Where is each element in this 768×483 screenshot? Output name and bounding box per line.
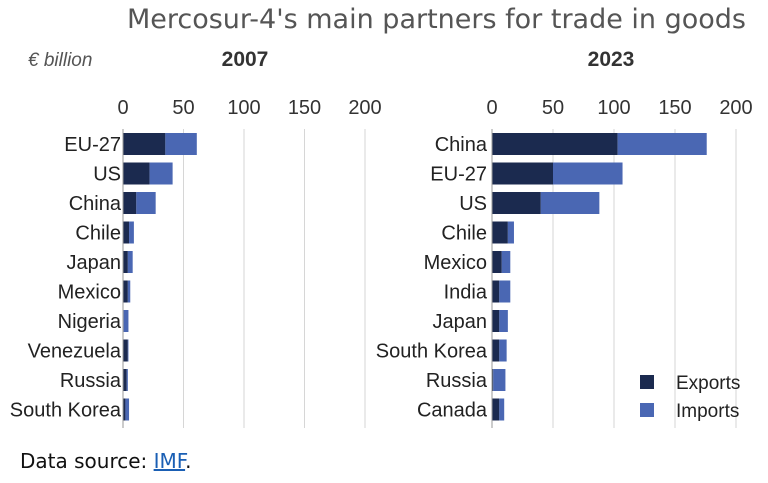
bar-exports — [492, 310, 500, 332]
unit-label: € billion — [28, 50, 92, 71]
bar-imports — [136, 192, 156, 214]
chart-panel: 2007 0 50 100 150 200 EU-27 US China Chile Japan Me… — [10, 48, 382, 428]
category-label: Russia — [426, 370, 488, 392]
category-label: EU-27 — [430, 164, 487, 186]
bar-imports — [127, 251, 133, 273]
legend-label: Exports — [676, 373, 740, 394]
category-label: US — [93, 164, 121, 186]
bar-imports — [127, 339, 129, 362]
bar-exports — [492, 369, 494, 391]
x-tick-label: 0 — [117, 97, 128, 119]
bar-exports — [123, 162, 150, 185]
category-label: Russia — [60, 370, 122, 392]
x-tick-label: 50 — [172, 97, 194, 119]
bar-exports — [492, 398, 500, 421]
bar-exports — [123, 339, 128, 362]
bar-exports — [123, 369, 127, 391]
bar-imports — [129, 221, 134, 244]
chart-panel: 2023 0 50 100 150 200 China EU-27 US Chile Mexico I… — [376, 48, 753, 428]
category-label: China — [69, 193, 122, 215]
bar-imports — [617, 133, 707, 155]
bar-imports — [127, 280, 131, 303]
bar-exports — [492, 221, 508, 244]
category-label: Venezuela — [28, 341, 122, 363]
category-label: Japan — [433, 311, 488, 333]
chart-title: Mercosur-4's main partners for trade in … — [127, 4, 746, 35]
category-label: Canada — [417, 400, 488, 422]
bar-exports — [492, 162, 553, 185]
bar-imports — [165, 133, 197, 155]
bar-imports — [493, 369, 506, 391]
bar-exports — [123, 192, 137, 214]
category-label: Mexico — [58, 282, 121, 304]
bar-imports — [507, 221, 514, 244]
x-tick-label: 150 — [288, 97, 321, 119]
source-prefix: Data source: — [20, 449, 154, 473]
source-suffix: . — [185, 449, 192, 473]
bar-imports — [540, 192, 600, 214]
x-tick-label: 50 — [542, 97, 564, 119]
legend-label: Imports — [676, 401, 739, 422]
bar-exports — [123, 133, 166, 155]
category-label: EU-27 — [64, 134, 121, 156]
bar-imports — [499, 398, 505, 421]
x-tick-label: 100 — [227, 97, 260, 119]
panel-title: 2007 — [222, 48, 269, 71]
bar-imports — [499, 339, 507, 362]
bar-exports — [123, 280, 128, 303]
bar-imports — [149, 162, 173, 185]
bar-imports — [125, 398, 130, 421]
bar-imports — [126, 369, 128, 391]
category-label: Chile — [441, 223, 487, 245]
x-tick-label: 200 — [719, 97, 752, 119]
category-label: China — [435, 134, 488, 156]
x-tick-label: 150 — [658, 97, 691, 119]
category-label: India — [444, 282, 488, 304]
bar-exports — [123, 251, 128, 273]
x-tick-label: 0 — [486, 97, 497, 119]
bar-exports — [492, 251, 502, 273]
panel-title: 2023 — [588, 48, 635, 71]
x-tick-label: 200 — [348, 97, 381, 119]
bar-imports — [499, 310, 508, 332]
chart-canvas: Mercosur-4's main partners for trade in … — [10, 4, 753, 428]
category-label: Chile — [75, 223, 121, 245]
bar-exports — [492, 339, 500, 362]
legend-swatch — [640, 403, 654, 417]
legend: Exports Imports — [640, 373, 740, 422]
bar-exports — [123, 398, 126, 421]
x-tick-label: 100 — [597, 97, 630, 119]
data-source: Data source: IMF. — [20, 449, 191, 473]
bar-imports — [123, 310, 129, 332]
category-label: Japan — [67, 252, 122, 274]
source-link[interactable]: IMF — [153, 449, 186, 473]
category-label: Nigeria — [58, 311, 122, 333]
category-label: Mexico — [424, 252, 487, 274]
bar-imports — [501, 251, 511, 273]
bar-exports — [492, 133, 618, 155]
bar-imports — [553, 162, 623, 185]
bar-exports — [492, 280, 500, 303]
legend-swatch — [640, 375, 654, 389]
category-label: US — [459, 193, 487, 215]
bar-exports — [123, 221, 130, 244]
category-label: South Korea — [10, 400, 122, 422]
bar-exports — [492, 192, 541, 214]
category-label: South Korea — [376, 341, 488, 363]
bar-imports — [499, 280, 511, 303]
